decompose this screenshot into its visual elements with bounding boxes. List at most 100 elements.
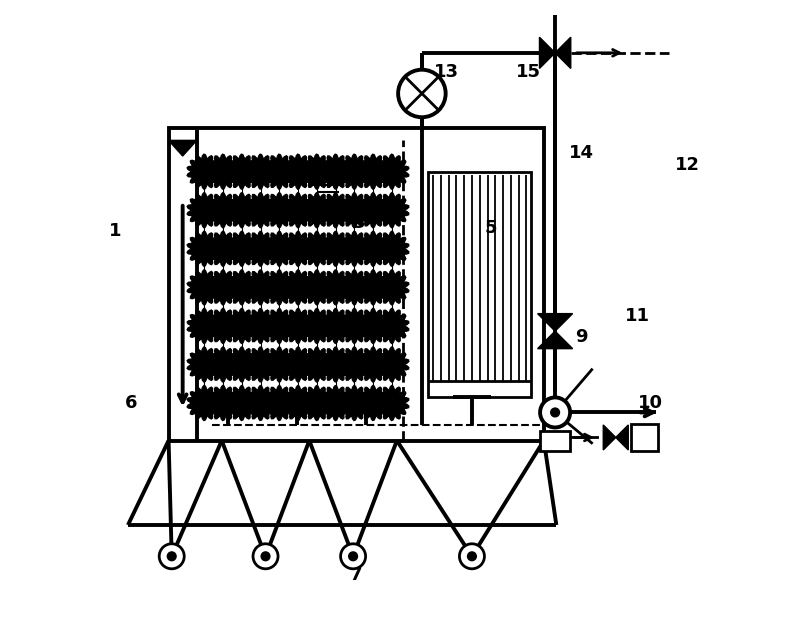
Text: 6: 6	[125, 394, 138, 412]
Polygon shape	[338, 386, 371, 420]
Polygon shape	[187, 232, 221, 266]
Circle shape	[349, 552, 358, 561]
Polygon shape	[356, 232, 390, 266]
Circle shape	[253, 544, 278, 569]
Bar	[428, 172, 531, 397]
Polygon shape	[262, 270, 296, 305]
Polygon shape	[187, 386, 221, 420]
Polygon shape	[318, 154, 353, 189]
Polygon shape	[206, 347, 240, 382]
Polygon shape	[338, 193, 371, 228]
Polygon shape	[281, 232, 315, 266]
Polygon shape	[187, 270, 221, 305]
Polygon shape	[281, 193, 315, 228]
Bar	[631, 423, 658, 451]
Circle shape	[159, 544, 184, 569]
Polygon shape	[206, 270, 240, 305]
Text: 1: 1	[109, 222, 122, 240]
Polygon shape	[318, 193, 353, 228]
Polygon shape	[300, 347, 334, 382]
Polygon shape	[300, 154, 334, 189]
Polygon shape	[356, 270, 390, 305]
Polygon shape	[225, 154, 258, 189]
Bar	[169, 128, 544, 440]
Text: 14: 14	[569, 144, 594, 162]
Polygon shape	[338, 347, 371, 382]
Circle shape	[341, 544, 366, 569]
Text: 7: 7	[350, 566, 362, 584]
Polygon shape	[356, 154, 390, 189]
Text: 13: 13	[434, 62, 459, 81]
Polygon shape	[300, 232, 334, 266]
Text: 5: 5	[485, 219, 497, 237]
Polygon shape	[262, 347, 296, 382]
Polygon shape	[374, 270, 409, 305]
Bar	[540, 430, 570, 451]
Polygon shape	[206, 386, 240, 420]
Polygon shape	[243, 232, 278, 266]
Polygon shape	[243, 154, 278, 189]
Polygon shape	[281, 347, 315, 382]
Polygon shape	[262, 193, 296, 228]
Polygon shape	[225, 386, 258, 420]
Polygon shape	[262, 309, 296, 343]
Polygon shape	[225, 193, 258, 228]
Circle shape	[459, 544, 485, 569]
Circle shape	[167, 552, 176, 561]
Polygon shape	[243, 386, 278, 420]
Polygon shape	[281, 154, 315, 189]
Polygon shape	[243, 309, 278, 343]
Polygon shape	[281, 386, 315, 420]
Polygon shape	[206, 232, 240, 266]
Polygon shape	[374, 154, 409, 189]
Polygon shape	[539, 37, 555, 68]
Text: 3: 3	[353, 214, 366, 232]
Polygon shape	[374, 309, 409, 343]
Polygon shape	[187, 347, 221, 382]
Polygon shape	[538, 331, 573, 349]
Polygon shape	[374, 193, 409, 228]
Circle shape	[550, 408, 559, 417]
Polygon shape	[206, 193, 240, 228]
Polygon shape	[225, 309, 258, 343]
Text: 15: 15	[516, 62, 541, 81]
Polygon shape	[187, 309, 221, 343]
Text: 11: 11	[625, 307, 650, 324]
Text: 12: 12	[675, 156, 700, 174]
Polygon shape	[318, 386, 353, 420]
Text: 2: 2	[190, 169, 203, 187]
Polygon shape	[187, 154, 221, 189]
Circle shape	[540, 398, 570, 427]
Text: 10: 10	[638, 394, 662, 412]
Polygon shape	[338, 232, 371, 266]
Polygon shape	[300, 309, 334, 343]
Text: 8: 8	[259, 544, 272, 562]
Polygon shape	[374, 232, 409, 266]
Polygon shape	[356, 309, 390, 343]
Polygon shape	[356, 193, 390, 228]
Circle shape	[467, 552, 476, 561]
Polygon shape	[225, 347, 258, 382]
Polygon shape	[318, 270, 353, 305]
Polygon shape	[356, 347, 390, 382]
Polygon shape	[318, 347, 353, 382]
Polygon shape	[317, 165, 339, 183]
Polygon shape	[169, 140, 197, 156]
Polygon shape	[281, 309, 315, 343]
Polygon shape	[225, 270, 258, 305]
Polygon shape	[338, 154, 371, 189]
Polygon shape	[206, 154, 240, 189]
Text: 9: 9	[575, 328, 588, 346]
Polygon shape	[616, 425, 628, 450]
Polygon shape	[338, 309, 371, 343]
Polygon shape	[300, 193, 334, 228]
Text: 4: 4	[266, 169, 278, 187]
Polygon shape	[281, 270, 315, 305]
Circle shape	[398, 69, 446, 117]
Polygon shape	[206, 309, 240, 343]
Polygon shape	[603, 425, 616, 450]
Circle shape	[261, 552, 270, 561]
Polygon shape	[243, 193, 278, 228]
Polygon shape	[300, 270, 334, 305]
Polygon shape	[262, 386, 296, 420]
